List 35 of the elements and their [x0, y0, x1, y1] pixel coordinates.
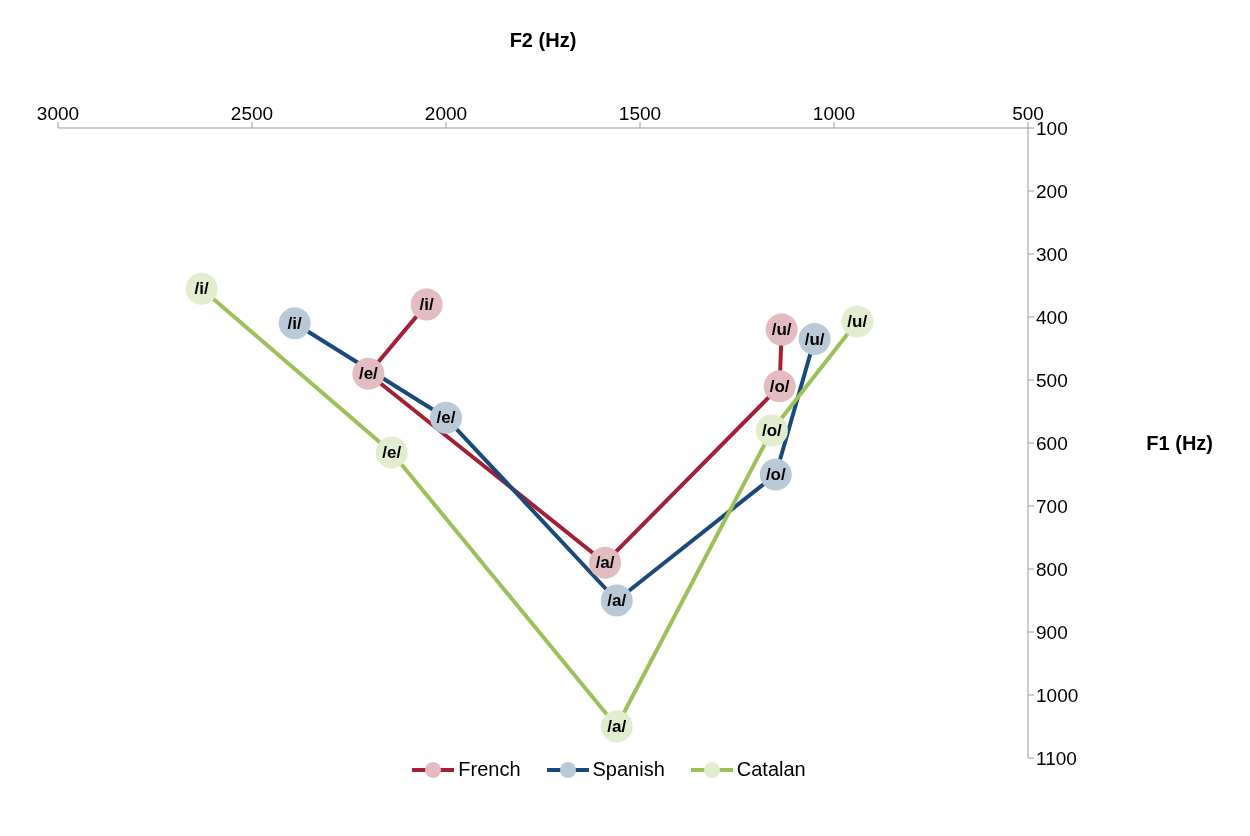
data-label: /a/: [595, 553, 615, 573]
data-label: /o/: [765, 465, 786, 484]
x-tick-label: 2000: [424, 103, 468, 124]
data-label: /i/: [419, 294, 434, 314]
data-label: /i/: [287, 313, 303, 333]
x-tick-label: 2500: [230, 103, 274, 124]
data-label: /o/: [762, 420, 783, 440]
data-label: /e/: [358, 364, 379, 384]
data-label: /a/: [607, 717, 627, 736]
y-tick-label: 1000: [1036, 684, 1079, 706]
y-tick-label: 700: [1036, 495, 1068, 517]
y-tick-label: 1100: [1036, 747, 1077, 769]
data-label: /u/: [771, 320, 792, 340]
y-tick-label: 900: [1036, 621, 1068, 643]
x-axis-title: F2 (Hz): [509, 29, 577, 52]
y-tick-label: 300: [1036, 243, 1068, 265]
y-tick-label: 600: [1036, 432, 1068, 454]
y-tick-label: 200: [1036, 180, 1068, 202]
data-label: /o/: [769, 376, 790, 396]
y-axis-title: F1 (Hz): [1146, 432, 1213, 455]
legend-label: French: [458, 758, 521, 781]
data-label: /u/: [847, 311, 868, 331]
data-label: /u/: [804, 329, 825, 349]
data-label: /e/: [436, 408, 456, 428]
data-label: /e/: [382, 442, 402, 462]
legend-label: Spanish: [592, 758, 665, 781]
y-tick-label: 500: [1036, 369, 1068, 391]
y-tick-label: 400: [1036, 306, 1068, 328]
x-tick-label: 1000: [812, 103, 856, 124]
data-label: /a/: [607, 591, 627, 610]
y-tick-label: 800: [1036, 558, 1068, 580]
data-label: /i/: [194, 279, 209, 299]
x-tick-label: 3000: [36, 103, 80, 124]
x-tick-label: 1500: [618, 103, 662, 124]
legend-label: Catalan: [736, 758, 806, 781]
